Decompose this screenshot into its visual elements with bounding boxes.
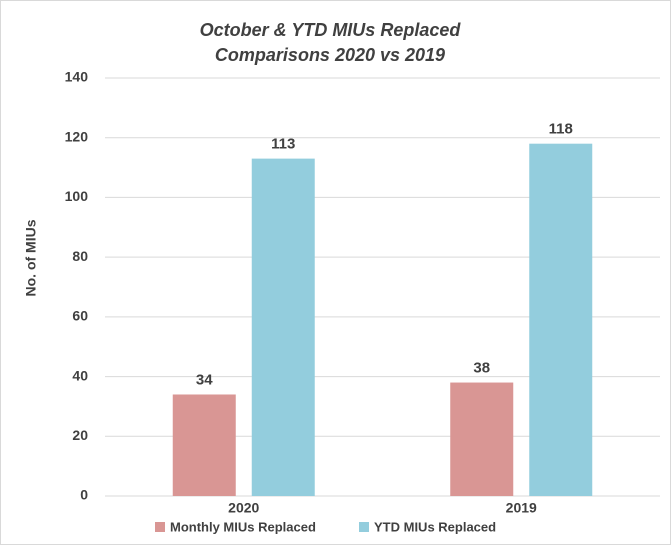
bar [450,382,514,496]
legend-swatch [359,522,369,532]
y-tick-label: 100 [65,188,89,204]
y-tick-label: 0 [80,487,88,503]
data-label: 34 [196,371,213,388]
y-axis-label: No. of MIUs [23,219,39,296]
chart-title: October & YTD MIUs Replaced [200,20,462,40]
legend-label: Monthly MIUs Replaced [170,519,316,534]
bar [529,143,593,496]
y-tick-label: 20 [72,427,88,443]
data-label: 118 [549,121,573,138]
y-tick-label: 120 [65,128,89,144]
y-tick-label: 140 [65,69,89,85]
legend-label: YTD MIUs Replaced [374,519,496,534]
x-tick-label: 2020 [228,500,259,516]
chart-title: Comparisons 2020 vs 2019 [215,45,445,65]
data-label: 113 [271,136,295,153]
x-tick-label: 2019 [506,500,537,516]
data-label: 38 [473,360,490,377]
bar [172,394,236,496]
bar [251,158,315,496]
y-tick-label: 40 [72,367,88,383]
y-tick-label: 80 [72,248,88,264]
legend-swatch [155,522,165,532]
y-tick-label: 60 [72,308,88,324]
